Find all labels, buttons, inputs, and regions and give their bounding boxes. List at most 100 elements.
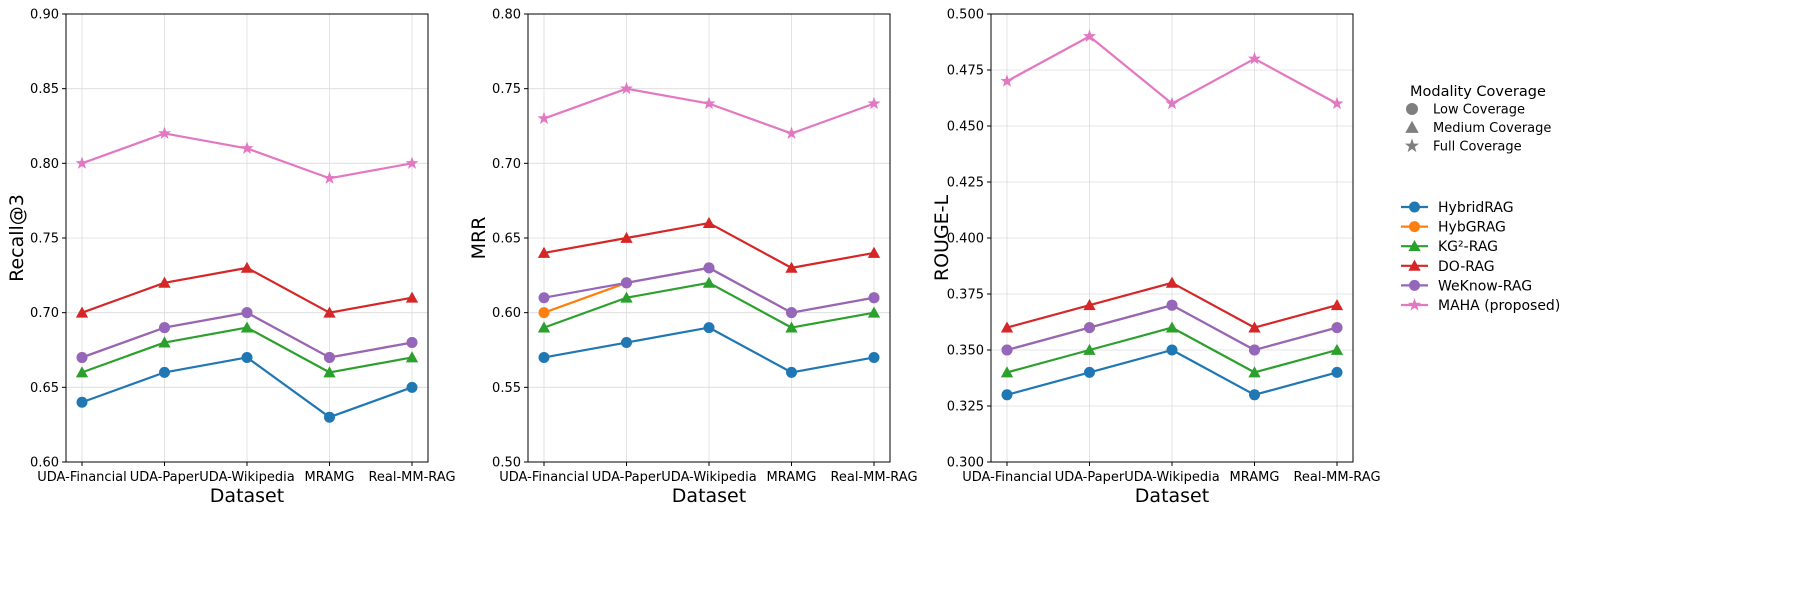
data-point-do-rag — [1330, 299, 1344, 311]
data-point-do-rag — [785, 261, 798, 273]
data-point-kg-rag — [1165, 321, 1179, 333]
y-tick-label: 0.55 — [492, 381, 521, 396]
data-point-do-rag — [867, 246, 881, 258]
data-point-maha-proposed — [75, 156, 89, 169]
grid — [66, 13, 428, 463]
data-point-kg-rag — [158, 336, 171, 348]
series-kg-rag — [537, 276, 881, 333]
series-kg-rag — [75, 321, 419, 378]
legend-label-maha-proposed: MAHA (proposed) — [1438, 298, 1560, 314]
series-kg-rag — [1000, 321, 1344, 378]
data-point-do-rag — [158, 276, 171, 288]
data-point-do-rag — [405, 291, 419, 303]
y-tick-label: 0.60 — [30, 456, 59, 471]
y-tick-label: 0.500 — [947, 8, 984, 23]
legend-label: Medium Coverage — [1433, 121, 1551, 136]
x-tick-label: UDA-Financial — [37, 470, 127, 485]
data-point-maha-proposed — [1000, 74, 1014, 87]
data-point-maha-proposed — [1165, 96, 1179, 110]
data-point-hybridrag — [1001, 389, 1013, 401]
y-tick-label: 0.70 — [30, 306, 59, 321]
data-point-hybridrag — [406, 381, 418, 393]
legend-title: Modality Coverage — [1410, 84, 1546, 100]
x-tick-label: MRAMG — [305, 470, 355, 485]
x-tick-label: MRAMG — [767, 470, 817, 485]
x-tick-label: UDA-Wikipedia — [1124, 470, 1219, 485]
y-tick-label: 0.60 — [492, 306, 521, 321]
data-point-do-rag — [240, 261, 254, 273]
data-point-maha-proposed — [1082, 29, 1097, 42]
data-point-do-rag — [537, 246, 551, 258]
legend-label-hybridrag: HybridRAG — [1438, 200, 1514, 216]
data-point-hybridrag — [76, 396, 88, 408]
data-point-kg-rag — [867, 306, 881, 318]
data-point-hybridrag — [621, 337, 632, 349]
data-point-maha-proposed — [619, 81, 634, 95]
x-axis-label: Dataset — [672, 485, 746, 507]
x-tick-label: Real-MM-RAG — [1293, 470, 1380, 485]
chart-panel-recall-3: 0.60 0.65 0.70 0.75 0.80 0.85 0.90 UDA-Financia… — [6, 8, 456, 508]
data-point-weknow-rag — [538, 292, 550, 304]
data-point-kg-rag — [1248, 366, 1261, 378]
series-do-rag — [75, 261, 419, 318]
data-point-maha-proposed — [405, 156, 419, 169]
data-point-weknow-rag — [1249, 344, 1260, 356]
data-point-weknow-rag — [703, 262, 715, 274]
data-point-hybridrag — [1331, 366, 1343, 378]
y-tick-label: 0.450 — [947, 120, 984, 135]
y-tick-label: 0.325 — [947, 400, 984, 415]
x-tick-label: UDA-Paper — [1055, 470, 1125, 485]
y-tick-label: 0.65 — [492, 232, 521, 247]
data-point-maha-proposed — [322, 171, 337, 184]
x-tick-label: UDA-Paper — [130, 470, 200, 485]
data-point-weknow-rag — [1084, 322, 1095, 334]
data-point-weknow-rag — [324, 351, 335, 363]
chart-panel-rouge-l: 0.300 0.325 0.350 0.375 0.400 0.425 0.450 0.475… — [931, 8, 1381, 508]
data-point-kg-rag — [323, 366, 336, 378]
data-point-do-rag — [75, 306, 89, 318]
y-tick-label: 0.80 — [30, 157, 59, 172]
data-point-weknow-rag — [1331, 322, 1343, 334]
data-point-maha-proposed — [1247, 51, 1262, 65]
data-point-kg-rag — [537, 321, 551, 333]
legend-marker-hybridrag — [1409, 201, 1420, 213]
data-point-kg-rag — [240, 321, 254, 333]
data-point-maha-proposed — [240, 141, 254, 154]
y-tick-label: 0.475 — [947, 64, 984, 79]
legend-marker-circle — [1406, 103, 1418, 115]
y-tick-label: 0.80 — [492, 8, 521, 23]
data-point-hybridrag — [1166, 344, 1178, 356]
series-maha-proposed — [75, 126, 419, 184]
data-point-hybridrag — [1084, 366, 1095, 378]
legend-marker-do-rag — [1408, 259, 1421, 271]
x-tick-label: MRAMG — [1230, 470, 1280, 485]
data-point-hybridrag — [159, 366, 170, 378]
y-tick-label: 0.85 — [30, 82, 59, 97]
data-point-weknow-rag — [159, 322, 170, 334]
data-point-kg-rag — [1083, 343, 1096, 355]
data-point-weknow-rag — [1166, 299, 1178, 311]
y-axis-label: ROUGE-L — [931, 194, 953, 281]
data-point-weknow-rag — [76, 351, 88, 363]
y-axis-label: MRR — [468, 217, 490, 260]
y-tick-label: 0.90 — [30, 8, 59, 23]
data-point-weknow-rag — [868, 292, 880, 304]
x-axis-label: Dataset — [1135, 485, 1209, 507]
data-point-maha-proposed — [702, 96, 716, 110]
x-tick-label: UDA-Wikipedia — [661, 470, 756, 485]
data-point-do-rag — [1165, 276, 1179, 288]
legend-label-hybgrag: HybGRAG — [1438, 220, 1506, 236]
legend-methods: HybridRAG HybGRAG KG²-RAG DO-RAG WeKnow-RAG M… — [1401, 200, 1560, 314]
data-point-maha-proposed — [784, 126, 799, 140]
data-point-kg-rag — [75, 366, 89, 378]
x-tick-label: UDA-Paper — [592, 470, 662, 485]
legend-modality-coverage: Modality Coverage Low Coverage Medium Cove… — [1404, 84, 1551, 155]
grid — [991, 13, 1353, 463]
data-point-hybridrag — [868, 351, 880, 363]
data-point-kg-rag — [1000, 366, 1014, 378]
x-axis-label: Dataset — [210, 485, 284, 507]
data-point-do-rag — [702, 216, 716, 228]
legend-label: Low Coverage — [1433, 103, 1525, 118]
y-tick-label: 0.75 — [30, 232, 59, 247]
data-point-hybridrag — [1249, 389, 1260, 401]
